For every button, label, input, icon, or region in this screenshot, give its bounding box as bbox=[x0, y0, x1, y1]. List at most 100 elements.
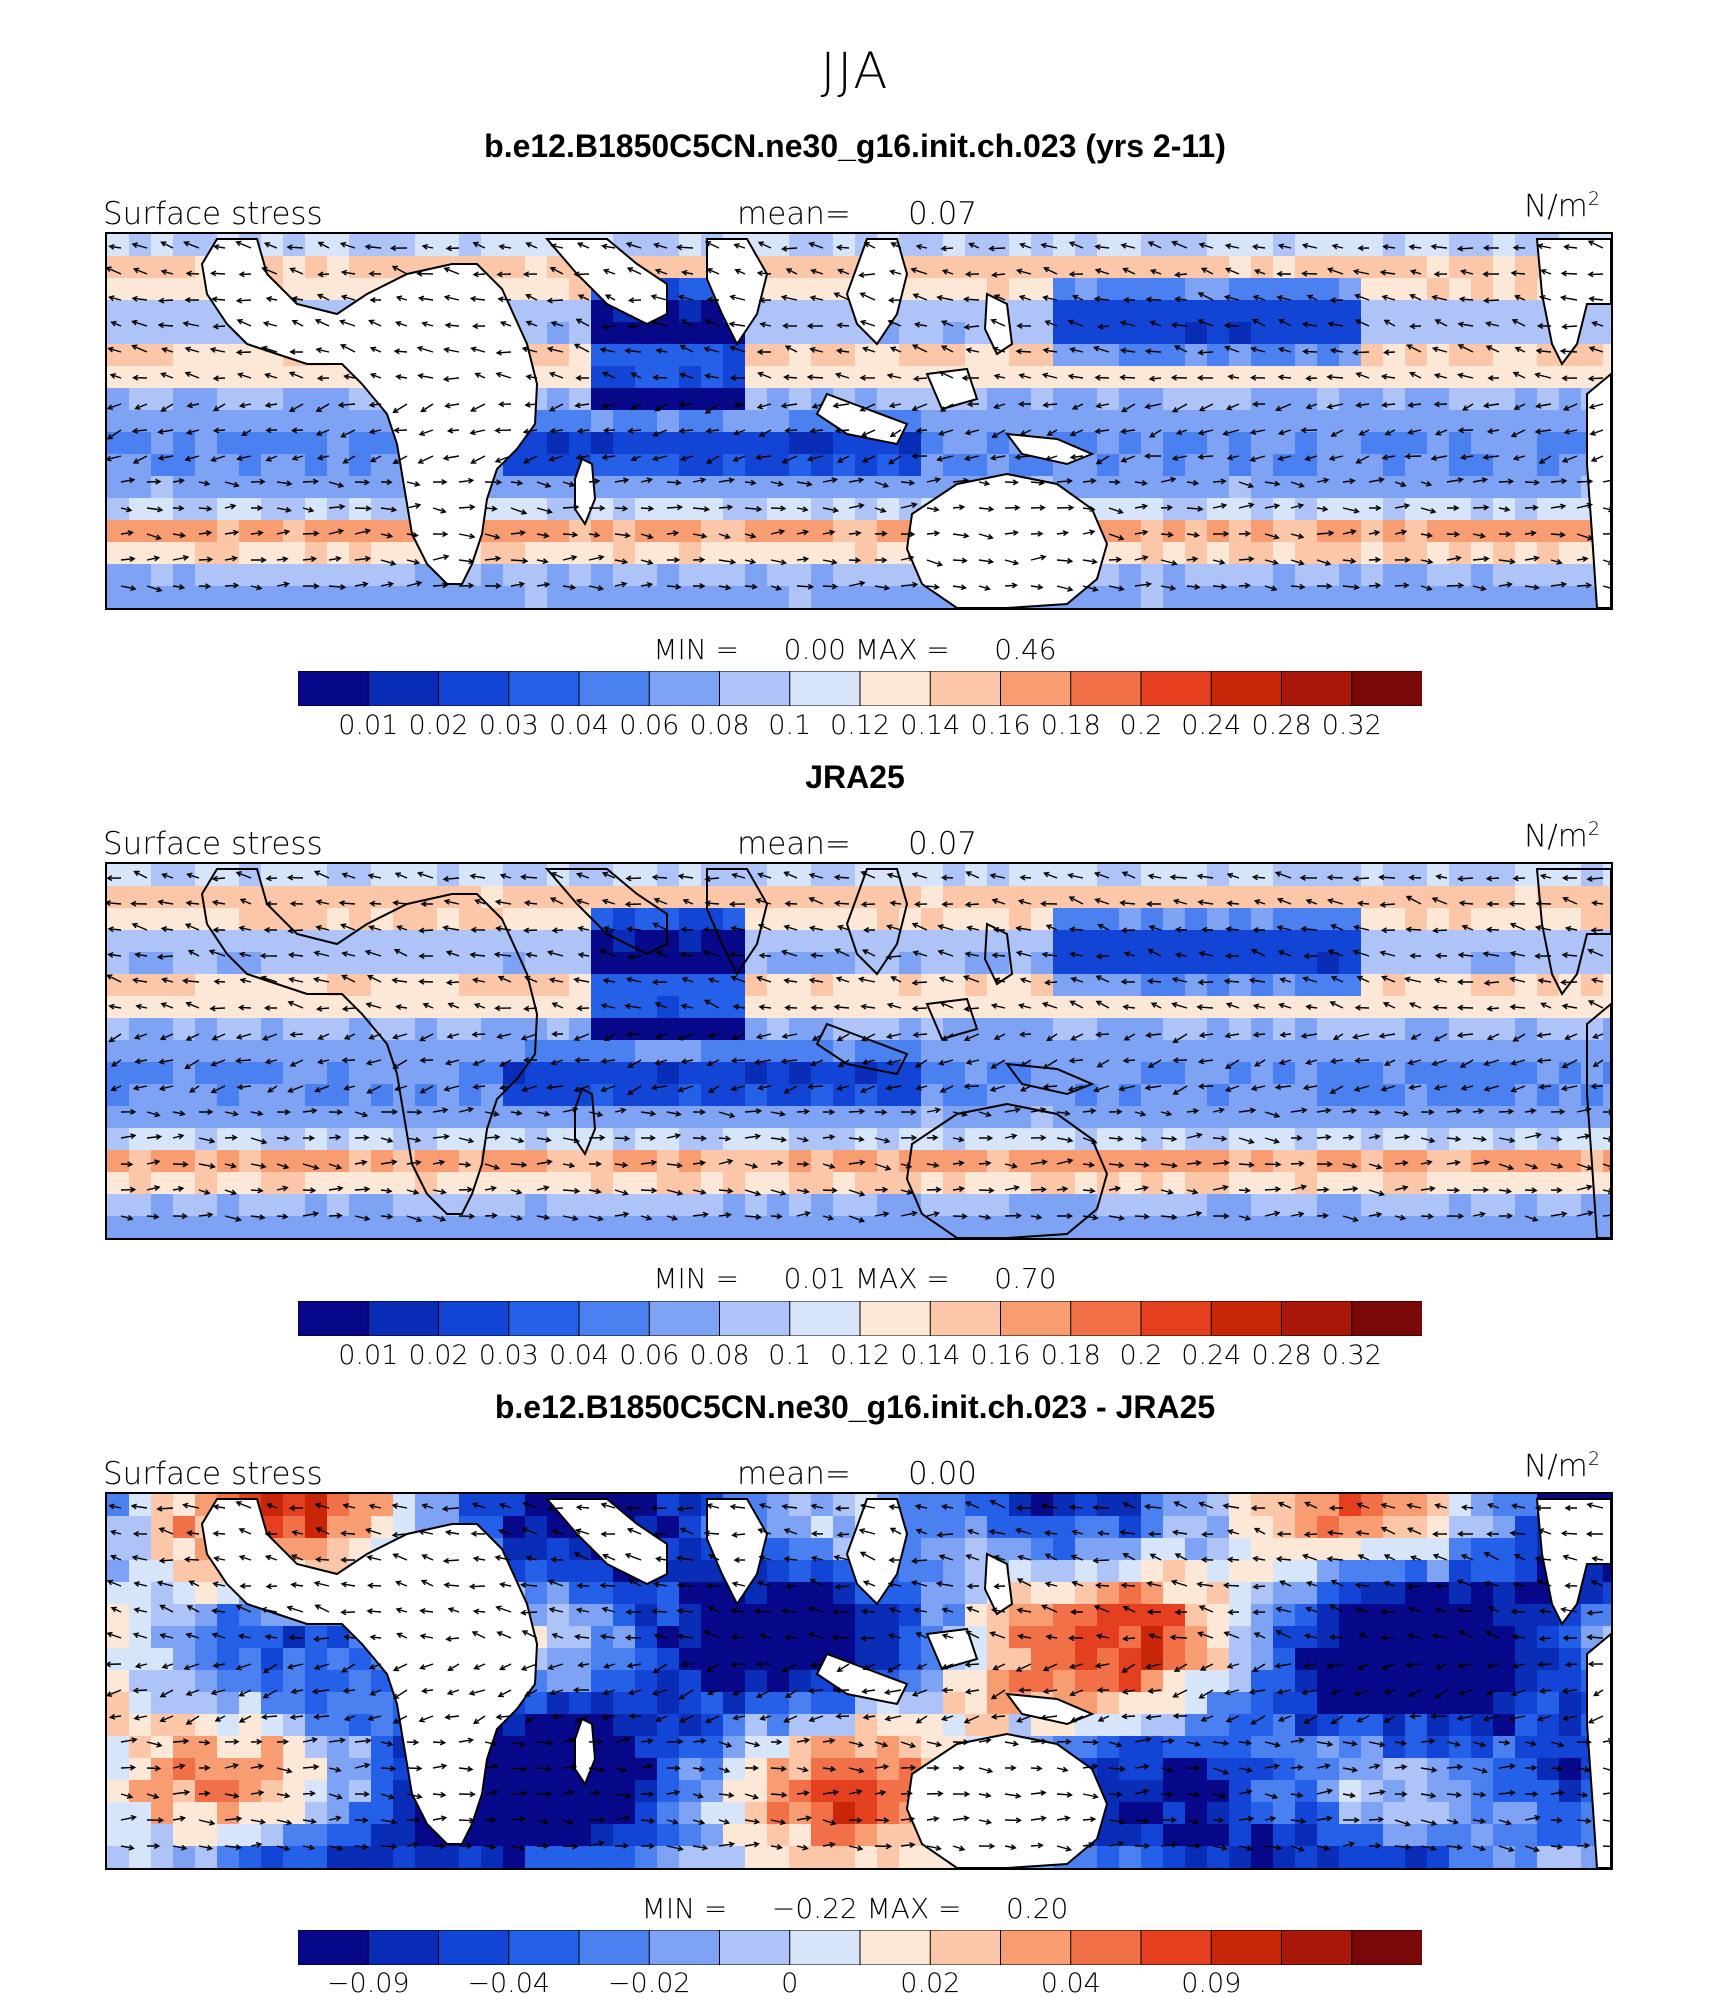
field-cell bbox=[591, 908, 614, 931]
stress-arrow bbox=[770, 1136, 788, 1143]
field-cell bbox=[1295, 1216, 1318, 1238]
stress-arrow bbox=[1212, 530, 1230, 537]
field-cell bbox=[1273, 886, 1296, 909]
stress-arrow bbox=[1071, 403, 1084, 410]
field-cell bbox=[1493, 1494, 1516, 1517]
stress-arrow bbox=[1405, 926, 1422, 933]
stress-arrow bbox=[458, 1213, 476, 1220]
field-cell bbox=[327, 1216, 350, 1238]
field-cell bbox=[1031, 1670, 1054, 1693]
field-cell bbox=[569, 1062, 592, 1085]
field-cell bbox=[767, 1516, 790, 1539]
field-cell bbox=[789, 1084, 812, 1107]
field-cell bbox=[1339, 256, 1362, 279]
stress-arrow bbox=[211, 1033, 226, 1041]
field-cell bbox=[1251, 322, 1274, 345]
field-cell bbox=[1449, 1714, 1472, 1737]
stress-arrow bbox=[640, 1214, 653, 1221]
field-cell bbox=[1317, 1194, 1340, 1217]
field-cell bbox=[1361, 1736, 1384, 1759]
field-cell bbox=[679, 256, 702, 279]
field-cell bbox=[1119, 256, 1142, 279]
field-cell bbox=[1295, 1736, 1318, 1759]
field-cell bbox=[1141, 1714, 1164, 1737]
colorbar-tick-label: 0.04 bbox=[548, 1340, 610, 1371]
field-cell bbox=[1185, 1736, 1208, 1759]
stress-arrow bbox=[132, 374, 148, 381]
field-cell bbox=[1273, 542, 1296, 565]
field-cell bbox=[943, 410, 966, 433]
stress-arrow bbox=[1524, 1187, 1538, 1194]
field-cell bbox=[789, 520, 812, 543]
field-cell bbox=[1031, 344, 1054, 367]
stress-arrow bbox=[679, 951, 694, 958]
stress-arrow bbox=[952, 532, 970, 539]
field-cell bbox=[1273, 1714, 1296, 1737]
field-cell bbox=[437, 1216, 460, 1238]
stress-arrow bbox=[1394, 503, 1411, 510]
field-cell bbox=[459, 930, 482, 953]
stress-arrow bbox=[963, 1005, 980, 1012]
field-cell bbox=[635, 586, 658, 608]
field-cell bbox=[833, 1604, 856, 1627]
field-cell bbox=[349, 520, 372, 543]
colorbar-tick-label: 0.06 bbox=[619, 710, 680, 741]
field-cell bbox=[1097, 1560, 1120, 1583]
field-cell bbox=[1361, 1538, 1384, 1561]
field-cell bbox=[833, 864, 856, 887]
stress-arrow bbox=[1352, 349, 1370, 356]
stress-arrow bbox=[442, 875, 460, 882]
stress-arrow bbox=[447, 1002, 460, 1009]
stress-arrow bbox=[577, 294, 590, 301]
stress-arrow bbox=[1457, 952, 1474, 959]
panel-3-mean-label: mean= bbox=[737, 1456, 851, 1492]
field-cell bbox=[195, 1736, 218, 1759]
field-cell bbox=[613, 908, 636, 931]
stress-arrow bbox=[211, 899, 226, 906]
stress-arrow bbox=[157, 899, 174, 906]
field-cell bbox=[1603, 952, 1611, 975]
stress-arrow bbox=[286, 244, 304, 251]
stress-arrow bbox=[328, 1163, 343, 1170]
stress-arrow bbox=[343, 1084, 356, 1091]
stress-arrow bbox=[1420, 532, 1434, 539]
field-cell bbox=[1251, 1494, 1274, 1517]
field-cell bbox=[1031, 1626, 1054, 1649]
stress-arrow bbox=[1561, 323, 1578, 330]
field-cell bbox=[921, 886, 944, 909]
stress-arrow bbox=[339, 241, 356, 249]
field-cell bbox=[1009, 1172, 1032, 1195]
field-cell bbox=[1581, 952, 1604, 975]
stress-arrow bbox=[364, 243, 382, 250]
field-cell bbox=[239, 586, 262, 608]
field-cell bbox=[965, 1516, 988, 1539]
field-cell bbox=[1383, 1758, 1406, 1781]
field-cell bbox=[943, 1150, 966, 1173]
field-cell bbox=[129, 344, 152, 367]
field-cell bbox=[503, 974, 526, 997]
field-cell bbox=[1141, 930, 1164, 953]
stress-arrow bbox=[1432, 927, 1448, 934]
colorbar-tick-label: 0.08 bbox=[689, 710, 750, 741]
field-cell bbox=[723, 1150, 746, 1173]
field-cell bbox=[1075, 1494, 1098, 1517]
stress-arrow bbox=[1276, 897, 1292, 905]
stress-arrow bbox=[1277, 429, 1292, 436]
field-cell bbox=[591, 410, 614, 433]
stress-arrow bbox=[1563, 428, 1578, 435]
field-cell bbox=[415, 908, 438, 931]
stress-arrow bbox=[328, 1212, 343, 1219]
field-cell bbox=[151, 564, 174, 587]
stress-arrow bbox=[603, 1033, 616, 1042]
field-cell bbox=[503, 278, 526, 301]
field-cell bbox=[1361, 864, 1384, 887]
stress-arrow bbox=[1251, 401, 1266, 408]
field-cell bbox=[1537, 974, 1560, 997]
stress-arrow bbox=[758, 429, 772, 437]
stress-arrow bbox=[444, 402, 460, 409]
field-cell bbox=[1163, 454, 1186, 477]
field-cell bbox=[877, 1736, 900, 1759]
field-cell bbox=[239, 410, 262, 433]
stress-arrow bbox=[1380, 373, 1396, 380]
field-cell bbox=[1295, 564, 1318, 587]
